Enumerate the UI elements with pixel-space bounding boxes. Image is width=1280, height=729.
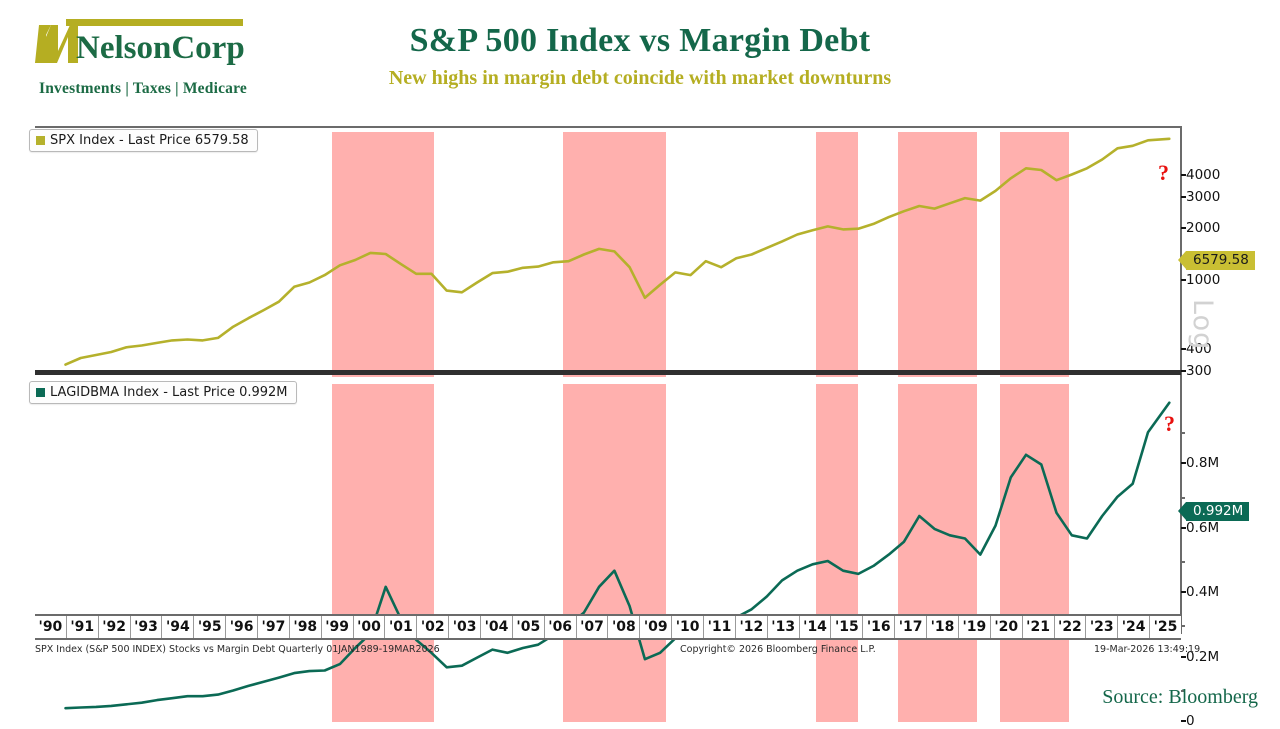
margin-debt-last-price-tag: 0.992M [1177, 502, 1250, 521]
x-axis-year-23: '23 [1086, 616, 1119, 638]
source-attribution: Source: Bloomberg [1102, 686, 1258, 708]
x-axis-year-09: '09 [640, 616, 673, 638]
x-axis-year-98: '98 [290, 616, 322, 638]
x-axis-year-96: '96 [226, 616, 259, 638]
x-axis-year-19: '19 [959, 616, 991, 638]
x-axis-year-06: '06 [545, 616, 577, 638]
x-axis-year-24: '24 [1118, 616, 1151, 638]
x-axis-year-14: '14 [800, 616, 832, 638]
y-tick-label: 1000 [1186, 271, 1221, 288]
spx-question-mark-annotation: ? [1158, 160, 1169, 185]
x-axis-year-11: '11 [704, 616, 736, 638]
x-axis-year-16: '16 [863, 616, 896, 638]
page-title: S&P 500 Index vs Margin Debt [409, 22, 871, 59]
legend-spx[interactable]: SPX Index - Last Price 6579.58 [29, 129, 258, 152]
x-axis-year-10: '10 [672, 616, 705, 638]
footnote-timestamp: 19-Mar-2026 13:49:19 [1094, 644, 1201, 655]
x-axis-year-04: '04 [481, 616, 513, 638]
panel-divider [35, 370, 1181, 375]
svg-text:NelsonCorp: NelsonCorp [76, 30, 245, 66]
spx-plot-area [35, 132, 1180, 377]
x-axis-year-15: '15 [831, 616, 864, 638]
y-minor-tick [1181, 561, 1185, 564]
y-tick-label: 4000 [1186, 167, 1221, 184]
chart-top-border [35, 126, 1182, 128]
y-tick-label: 0.4M [1186, 584, 1220, 601]
y-minor-tick [1181, 625, 1185, 628]
legend-margin-debt[interactable]: LAGIDBMA Index - Last Price 0.992M [29, 381, 297, 404]
x-axis-year-08: '08 [608, 616, 641, 638]
x-axis-year-18: '18 [927, 616, 959, 638]
shaded-region [815, 384, 859, 722]
legend-label-margin-debt: LAGIDBMA Index - Last Price 0.992M [50, 385, 288, 400]
shaded-region [897, 384, 978, 722]
x-axis-year-05: '05 [513, 616, 545, 638]
shaded-region [1000, 384, 1069, 722]
y-tick-label: 3000 [1186, 189, 1221, 206]
chart-canvas: SPX Index - Last Price 6579.58 LAGIDBMA … [0, 112, 1280, 729]
shaded-region [815, 132, 859, 377]
brand-logo: NelsonCorp Investments | Taxes | Medicar… [18, 18, 248, 97]
spx-line-series [64, 137, 1171, 366]
log-scale-watermark: Log [1187, 299, 1218, 351]
page-subtitle: New highs in margin debt coincide with m… [388, 67, 892, 89]
shaded-region [897, 132, 978, 377]
x-axis-year-00: '00 [354, 616, 386, 638]
footnote-copyright: Copyright© 2026 Bloomberg Finance L.P. [680, 644, 876, 655]
x-axis-year-13: '13 [768, 616, 800, 638]
shaded-region [1000, 132, 1069, 377]
y-tick-label: 300 [1186, 362, 1212, 379]
x-axis-years: '90'91'92'93'94'95'96'97'98'99'00'01'02 '… [35, 614, 1181, 640]
x-axis-year-90: '90 [35, 616, 67, 638]
x-axis-year-21: '21 [1023, 616, 1055, 638]
margin-debt-question-mark-annotation: ? [1164, 411, 1175, 436]
y-tick-label: 0.6M [1186, 519, 1220, 536]
spx-last-price-tag: 6579.58 [1178, 251, 1255, 270]
x-axis-year-25: '25 [1153, 619, 1178, 635]
brand-tagline: Investments | Taxes | Medicare [39, 80, 247, 97]
legend-label-spx: SPX Index - Last Price 6579.58 [50, 133, 249, 148]
x-axis-year-07: '07 [577, 616, 609, 638]
y-minor-tick [1181, 432, 1185, 435]
nelsoncorp-logo-mark: NelsonCorp [35, 19, 245, 66]
x-axis-year-22: '22 [1055, 616, 1087, 638]
margin-debt-line-series [64, 401, 1171, 710]
x-axis-year-99: '99 [322, 616, 354, 638]
x-axis-year-94: '94 [162, 616, 195, 638]
y-tick-label: 0 [1186, 713, 1195, 729]
x-axis-year-01: '01 [385, 616, 418, 638]
x-axis-year-02: '02 [417, 616, 450, 638]
footnote-series-description: SPX Index (S&P 500 INDEX) Stocks vs Marg… [35, 644, 440, 655]
x-axis-year-93: '93 [131, 616, 163, 638]
y-minor-tick [1181, 689, 1185, 692]
legend-swatch-spx [36, 136, 45, 145]
x-axis-year-95: '95 [194, 616, 227, 638]
x-axis-year-20: '20 [991, 616, 1023, 638]
x-axis-year-92: '92 [99, 616, 131, 638]
x-axis-year-97: '97 [258, 616, 290, 638]
shaded-region [332, 384, 435, 722]
y-tick-label: 400 [1186, 341, 1212, 358]
shaded-region [562, 132, 667, 377]
x-axis-year-91: '91 [67, 616, 99, 638]
margin-debt-plot-area [35, 384, 1180, 722]
y-tick-label: 2000 [1186, 219, 1221, 236]
y-tick-label: 0.8M [1186, 455, 1220, 472]
shaded-region [562, 384, 667, 722]
x-axis-year-12: '12 [736, 616, 768, 638]
y-tick-label: 0.2M [1186, 648, 1220, 665]
legend-swatch-margin-debt [36, 388, 45, 397]
x-axis-year-03: '03 [449, 616, 482, 638]
x-axis-year-17: '17 [895, 616, 928, 638]
y-minor-tick [1181, 496, 1185, 499]
chart-right-border [1180, 126, 1182, 634]
